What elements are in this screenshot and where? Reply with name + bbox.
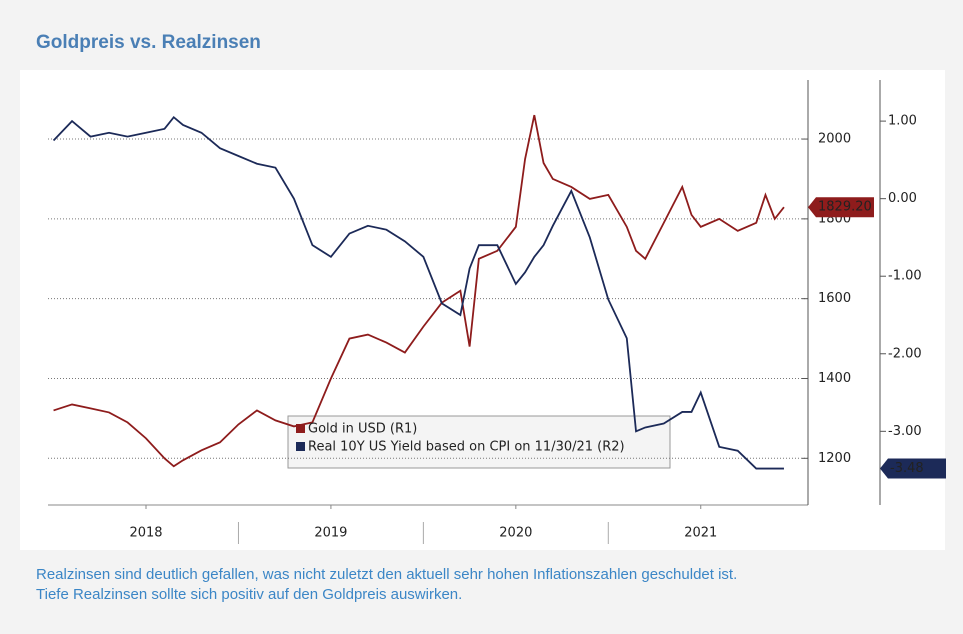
chart-title: Goldpreis vs. Realzinsen [36, 32, 261, 53]
legend-swatch [296, 442, 305, 451]
y-tick-label: 1200 [818, 451, 851, 466]
x-tick-label: 2020 [499, 526, 532, 541]
y2-tick-label: 1.00 [888, 114, 917, 129]
series-line [52, 115, 784, 470]
y2-tick-label: 0.00 [888, 191, 917, 206]
y2-tick-label: -1.00 [888, 269, 922, 284]
x-tick-label: 2018 [129, 526, 162, 541]
x-tick-label: 2021 [684, 526, 717, 541]
legend-label: Gold in USD (R1) [308, 422, 417, 437]
plot-background [20, 70, 945, 550]
legend-box [287, 415, 671, 469]
end-label: -3.48 [890, 461, 924, 476]
legend-swatch [296, 424, 305, 433]
caption: Realzinsen sind deutlich gefallen, was n… [36, 565, 946, 605]
end-label: 1829.20 [818, 200, 872, 215]
series-line [53, 114, 785, 468]
end-badge [880, 458, 946, 479]
y-tick-label: 1400 [818, 371, 851, 386]
y2-tick-label: -3.00 [888, 424, 922, 439]
y2-tick-label: -2.00 [888, 346, 922, 361]
y-tick-label: 1600 [818, 291, 851, 306]
caption-line: Tiefe Realzinsen sollte sich positiv auf… [36, 586, 463, 603]
caption-line: Realzinsen sind deutlich gefallen, was n… [36, 566, 738, 583]
legend-label: Real 10Y US Yield based on CPI on 11/30/… [308, 440, 625, 455]
x-tick-label: 2019 [314, 526, 347, 541]
end-badge [808, 197, 874, 218]
y-tick-label: 2000 [818, 132, 851, 147]
